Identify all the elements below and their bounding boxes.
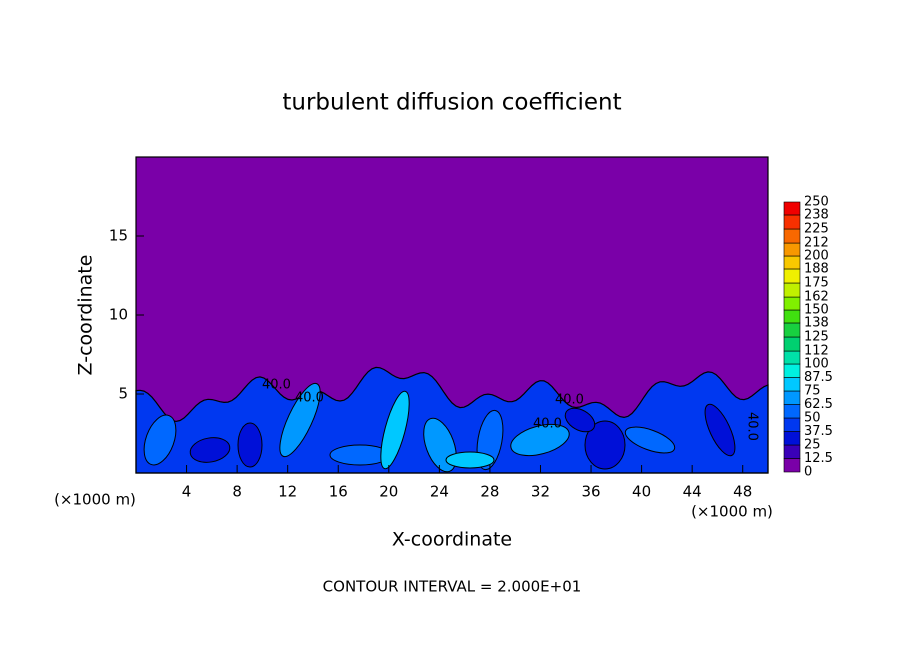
x-tick-label: 28: [480, 483, 499, 501]
colorbar-label: 225: [804, 222, 829, 237]
colorbar-label: 188: [804, 261, 829, 276]
chart-title: turbulent diffusion coefficient: [282, 90, 621, 116]
x-tick-label: 8: [232, 483, 242, 501]
y-tick-label: 10: [109, 306, 128, 324]
contour-label: 40.0: [262, 378, 291, 393]
eddy: [564, 407, 596, 433]
y-tick-label: 15: [109, 227, 128, 245]
eddy: [143, 414, 177, 466]
colorbar-swatch: [783, 363, 801, 378]
x-axis-label: X-coordinate: [392, 529, 512, 551]
x-unit-label: (×1000 m): [691, 503, 773, 521]
contour-label: 40.0: [533, 417, 562, 432]
colorbar-label: 0: [804, 465, 812, 480]
colorbar-label: 62.5: [804, 397, 833, 412]
eddy: [704, 403, 736, 457]
colorbar-label: 212: [804, 236, 829, 251]
x-tick-label: 12: [278, 483, 297, 501]
colorbar-label: 50: [804, 411, 821, 426]
colorbar-swatch: [783, 458, 801, 473]
colorbar-swatch: [783, 377, 801, 392]
colorbar-swatch: [783, 255, 801, 270]
colorbar-swatch: [783, 444, 801, 459]
colorbar-swatch: [783, 228, 801, 244]
eddy: [380, 390, 410, 470]
contour-label: 40.0: [295, 391, 324, 406]
colorbar-swatch: [783, 282, 801, 298]
colorbar-label: 250: [804, 195, 829, 210]
colorbar-swatch: [783, 404, 801, 419]
colorbar-swatch: [783, 322, 801, 338]
y-tick-label: 5: [118, 385, 128, 403]
colorbar-label: 238: [804, 207, 829, 222]
eddy: [584, 420, 626, 470]
colorbar-label: 125: [804, 330, 829, 345]
x-tick-label: 20: [379, 483, 398, 501]
colorbar-label: 12.5: [804, 451, 833, 466]
contour-label: 40.0: [555, 393, 584, 408]
colorbar-label: 162: [804, 290, 829, 305]
colorbar-swatch: [783, 296, 801, 311]
eddy: [624, 426, 676, 454]
contour-labels: 40.0 40.0 40.0 40.0 40.0: [262, 378, 760, 441]
eddy: [510, 423, 570, 457]
colorbar-label: 175: [804, 276, 829, 291]
x-tick-label: 44: [683, 483, 702, 501]
colorbar-swatch: [783, 431, 801, 446]
colorbar-label: 75: [804, 384, 821, 399]
colorbar-label: 200: [804, 249, 829, 264]
colorbar-label: 138: [804, 315, 829, 330]
colorbar-swatch: [783, 390, 801, 405]
colorbar-swatch: [783, 268, 801, 284]
x-tick-label: 16: [329, 483, 348, 501]
x-tick-label: 4: [182, 483, 192, 501]
colorbar-label: 100: [804, 357, 829, 372]
x-tick-label: 40: [632, 483, 651, 501]
eddy: [279, 382, 321, 458]
footnote: CONTOUR INTERVAL = 2.000E+01: [323, 578, 582, 596]
x-tick-label: 24: [430, 483, 449, 501]
eddy: [445, 451, 495, 469]
colorbar-label: 25: [804, 438, 821, 453]
x-unit-label: (×1000 m): [54, 491, 136, 509]
colorbar-label: 37.5: [804, 424, 833, 439]
colorbar-label: 87.5: [804, 370, 833, 385]
colorbar-swatch: [783, 242, 801, 257]
colorbar-swatch: [783, 336, 801, 352]
y-axis-label: Z-coordinate: [75, 255, 97, 376]
colorbar-swatch: [783, 309, 801, 324]
colorbar-swatch: [783, 201, 801, 216]
colorbar-swatch: [783, 214, 801, 230]
colorbar-swatch: [783, 417, 801, 432]
x-tick-label: 32: [531, 483, 550, 501]
contour-label: 40.0: [745, 412, 760, 441]
eddy: [189, 437, 231, 463]
colorbar-swatch: [783, 350, 801, 365]
colorbar-label: 150: [804, 303, 829, 318]
x-tick-label: 36: [581, 483, 600, 501]
eddy: [237, 422, 263, 468]
colorbar-label: 112: [804, 344, 829, 359]
contour-field: [135, 156, 769, 474]
x-tick-label: 48: [733, 483, 752, 501]
